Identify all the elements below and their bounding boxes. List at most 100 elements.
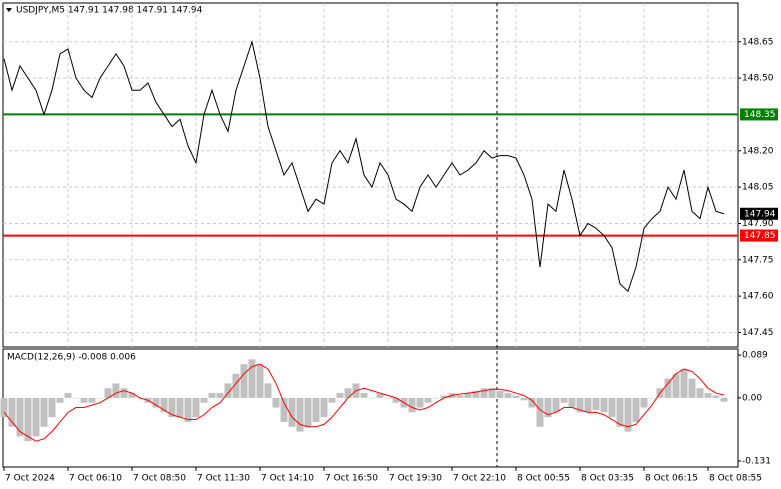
macd-bar <box>600 397 608 413</box>
macd-bar <box>104 388 112 398</box>
macd-bar <box>264 383 272 398</box>
macd-bar <box>192 397 200 418</box>
x-tick-label: 7 Oct 22:10 <box>453 474 506 484</box>
price-pane <box>2 2 739 348</box>
price-line <box>3 39 725 293</box>
macd-bar <box>360 393 368 398</box>
x-tick-label: 8 Oct 00:55 <box>517 474 570 484</box>
macd-bar <box>640 397 648 408</box>
macd-bar <box>384 397 392 399</box>
macd-bar <box>24 397 32 442</box>
macd-bar <box>72 397 80 399</box>
macd-bar <box>224 383 232 398</box>
macd-bar <box>432 397 440 399</box>
macd-bar <box>712 395 720 398</box>
macd-bar <box>520 397 528 401</box>
y-tick-label: -0.131 <box>742 456 771 466</box>
macd-bar <box>536 397 544 427</box>
y-tick-label: 147.60 <box>742 292 774 302</box>
macd-bar <box>112 383 120 398</box>
macd-bar <box>336 393 344 398</box>
macd-bar <box>256 364 264 398</box>
macd-bar <box>368 397 376 399</box>
macd-bar <box>592 397 600 410</box>
level-label: 148.35 <box>744 110 776 120</box>
macd-bar <box>240 364 248 398</box>
macd-bar <box>288 397 296 427</box>
macd-bar <box>528 397 536 408</box>
macd-bar <box>512 395 520 398</box>
y-tick-label: 147.45 <box>742 328 774 338</box>
macd-bar <box>624 397 632 432</box>
macd-bar <box>664 378 672 398</box>
macd-bar <box>248 359 256 398</box>
x-tick-label: 7 Oct 08:50 <box>133 474 186 484</box>
y-tick-label: 148.05 <box>742 183 774 193</box>
y-tick-label: 148.65 <box>742 37 774 47</box>
macd-title: MACD(12,26,9) -0.008 0.006 <box>7 353 136 363</box>
x-tick-label: 7 Oct 14:10 <box>261 474 314 484</box>
macd-bar <box>720 397 728 402</box>
x-tick-label: 8 Oct 08:55 <box>709 474 762 484</box>
macd-bar <box>152 397 160 408</box>
macd-bar <box>376 393 384 398</box>
level-tag <box>740 229 778 242</box>
macd-bar <box>168 397 176 418</box>
macd-bar <box>0 397 8 418</box>
macd-bar <box>424 397 432 403</box>
level-label: 147.85 <box>744 231 776 241</box>
macd-bar <box>160 397 168 413</box>
macd-bar <box>408 397 416 413</box>
macd-bar <box>40 397 48 427</box>
macd-bar <box>704 393 712 398</box>
level-tag <box>740 108 778 121</box>
macd-bar <box>576 397 584 413</box>
macd-bar <box>120 388 128 398</box>
x-tick-label: 7 Oct 06:10 <box>69 474 122 484</box>
macd-bar <box>608 397 616 418</box>
macd-bar <box>680 368 688 398</box>
macd-bar <box>632 397 640 422</box>
macd-bar <box>696 388 704 398</box>
macd-bar <box>392 397 400 403</box>
macd-bar <box>208 393 216 398</box>
macd-bar <box>280 397 288 422</box>
x-tick-label: 7 Oct 2024 <box>5 474 55 484</box>
macd-bar <box>416 397 424 408</box>
macd-bar <box>688 378 696 398</box>
macd-bar <box>456 395 464 398</box>
x-tick-label: 7 Oct 19:30 <box>389 474 442 484</box>
y-tick-label: 0.089 <box>742 351 768 361</box>
y-tick-label: 147.75 <box>742 255 774 265</box>
macd-bar <box>496 390 504 398</box>
chart-title: USDJPY,M5 147.91 147.98 147.91 147.94 <box>16 6 203 16</box>
macd-bar <box>320 397 328 418</box>
macd-bar <box>648 397 656 399</box>
macd-bar <box>272 397 280 408</box>
macd-bar <box>32 397 40 437</box>
macd-bar <box>480 388 488 398</box>
macd-bar <box>440 395 448 398</box>
macd-bar <box>88 397 96 403</box>
x-tick-label: 7 Oct 11:30 <box>197 474 250 484</box>
macd-bar <box>344 388 352 398</box>
macd-bar <box>616 397 624 427</box>
macd-bar <box>488 388 496 398</box>
macd-bar <box>328 397 336 403</box>
macd-bar <box>80 397 88 403</box>
macd-bar <box>504 393 512 398</box>
x-tick-label: 8 Oct 06:15 <box>645 474 698 484</box>
macd-bar <box>64 393 72 398</box>
macd-bar <box>552 397 560 413</box>
macd-bar <box>312 397 320 422</box>
macd-bar <box>472 390 480 398</box>
y-tick-label: 147.90 <box>742 219 774 229</box>
macd-bar <box>200 397 208 403</box>
macd-bar <box>232 373 240 398</box>
y-tick-label: 148.20 <box>742 146 774 156</box>
macd-bar <box>464 393 472 398</box>
macd-bar <box>48 397 56 418</box>
macd-bar <box>304 397 312 427</box>
